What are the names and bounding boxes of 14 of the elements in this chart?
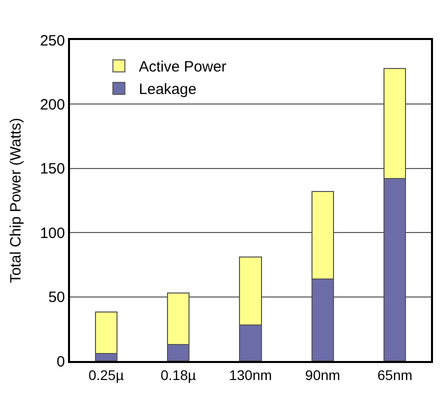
x-tick-label: 0.18µ [160,366,196,383]
y-tick-label: 150 [40,160,65,178]
y-tick-label: 250 [40,32,65,50]
x-tick-label: 90nm [305,366,340,383]
y-tick-label: 100 [40,224,65,242]
y-tick-label: 200 [40,96,65,114]
y-axis-title: Total Chip Power (Watts) [8,118,25,284]
y-tick-label: 50 [48,289,65,306]
y-tick-label: 0 [56,353,65,370]
x-tick-label: 0.25µ [88,366,124,383]
x-tick-label: 65nm [377,366,412,383]
legend-label: Leakage [138,81,196,98]
x-tick-label: 130nm [229,366,272,383]
legend-label: Active Power [138,58,226,76]
